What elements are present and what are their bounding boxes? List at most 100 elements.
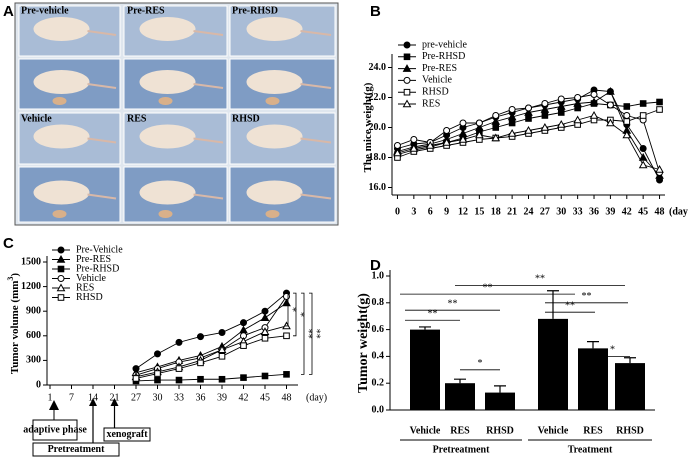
data-point bbox=[260, 327, 270, 335]
data-point bbox=[540, 122, 550, 131]
data-point bbox=[525, 104, 532, 112]
data-point bbox=[175, 365, 183, 372]
panel-letter: B bbox=[370, 3, 381, 20]
legend-label: Vehicle bbox=[422, 75, 453, 86]
significance-label: ** bbox=[448, 298, 458, 309]
data-point bbox=[557, 95, 565, 103]
data-point bbox=[491, 133, 501, 142]
panel-letter: D bbox=[370, 257, 381, 274]
data-point bbox=[508, 119, 516, 127]
y-axis-title-part: ) bbox=[9, 273, 21, 277]
significance-label: ** bbox=[303, 329, 314, 339]
data-point bbox=[132, 375, 140, 382]
tail bbox=[87, 193, 117, 200]
data-point bbox=[154, 376, 161, 384]
y-axis-title-part: Tumor weight(g) bbox=[356, 293, 371, 393]
data-point bbox=[197, 333, 204, 341]
timeline-arrow bbox=[49, 400, 59, 410]
x-tick-label: 33 bbox=[573, 206, 583, 217]
significance-label: ** bbox=[311, 329, 322, 339]
significance-label: ** bbox=[565, 300, 575, 311]
data-point bbox=[475, 122, 484, 131]
error-bar bbox=[624, 357, 636, 364]
x-tick-label: 39 bbox=[217, 392, 227, 403]
x-tick-label: 45 bbox=[638, 206, 648, 217]
data-point bbox=[393, 142, 401, 149]
data-point bbox=[240, 342, 247, 349]
data-point bbox=[409, 143, 419, 152]
timeline-arrowhead bbox=[110, 398, 119, 406]
mouse bbox=[33, 17, 90, 41]
data-point bbox=[154, 350, 161, 358]
y-axis-title: Tumor volume (mm3) bbox=[6, 273, 21, 375]
timeline-label: xenograft bbox=[106, 429, 148, 440]
y-tick-label: 0.2 bbox=[372, 377, 385, 388]
legend-label: RHSD bbox=[76, 292, 103, 303]
data-point bbox=[540, 104, 550, 113]
data-point bbox=[410, 136, 418, 143]
photo-label: RES bbox=[127, 113, 147, 124]
x-axis-title: (day) bbox=[306, 392, 327, 403]
tumor bbox=[265, 97, 280, 105]
significance-bracket bbox=[301, 292, 305, 375]
y-tick-label: 1.0 bbox=[372, 270, 385, 281]
y-tick-label: 1500 bbox=[21, 256, 41, 267]
x-tick-label: 48 bbox=[655, 206, 665, 217]
y-tick-label: 0 bbox=[36, 379, 41, 390]
photo-label: Pre-RES bbox=[127, 5, 165, 16]
error-bar bbox=[547, 290, 559, 319]
legend-marker bbox=[403, 53, 411, 61]
data-point bbox=[197, 375, 204, 383]
x-tick-label: RES bbox=[450, 425, 470, 436]
legend-label: Pre-RES bbox=[422, 63, 457, 74]
x-tick-label: Vehicle bbox=[538, 425, 569, 436]
data-point bbox=[524, 125, 533, 134]
series-line bbox=[135, 373, 287, 382]
x-tick-label: 18 bbox=[491, 206, 501, 217]
data-point bbox=[261, 372, 269, 380]
error-bar bbox=[419, 326, 431, 330]
bar bbox=[445, 383, 475, 410]
legend-marker bbox=[402, 64, 412, 72]
error-bar bbox=[494, 385, 506, 393]
mouse bbox=[33, 70, 90, 94]
x-tick-label: 3 bbox=[411, 206, 416, 217]
timeline-box bbox=[32, 419, 78, 441]
data-point bbox=[541, 112, 549, 119]
significance-label: ** bbox=[535, 274, 545, 285]
data-point bbox=[573, 98, 582, 107]
y-tick-label: 1200 bbox=[21, 281, 41, 292]
data-point bbox=[442, 137, 451, 146]
mouse bbox=[246, 17, 303, 41]
tumor bbox=[158, 210, 173, 218]
significance-label: * bbox=[478, 358, 483, 369]
data-point bbox=[239, 325, 248, 334]
data-point bbox=[589, 97, 599, 106]
data-point bbox=[556, 101, 566, 110]
data-point bbox=[175, 338, 183, 346]
tail bbox=[193, 30, 224, 36]
data-point bbox=[656, 98, 663, 106]
panel-letter: C bbox=[3, 235, 14, 252]
x-axis-title: (day) bbox=[669, 206, 688, 217]
y-tick-label: 300 bbox=[26, 355, 41, 366]
timeline-label: Pretreatment bbox=[48, 444, 105, 455]
data-point bbox=[639, 100, 647, 107]
data-point bbox=[283, 332, 290, 340]
legend-label: pre-vehicle bbox=[422, 39, 468, 50]
data-point bbox=[507, 128, 517, 137]
significance-label: ** bbox=[428, 309, 438, 320]
y-axis-title-part: Tumor volume (mm bbox=[9, 281, 21, 375]
data-point bbox=[240, 374, 247, 381]
legend-marker bbox=[57, 265, 65, 273]
y-axis-title: Tumor weight(g) bbox=[356, 293, 371, 393]
significance-label: * bbox=[610, 345, 615, 356]
bar bbox=[578, 348, 608, 410]
x-tick-label: 36 bbox=[196, 392, 206, 403]
tail bbox=[300, 193, 332, 200]
y-tick-label: 24.0 bbox=[369, 62, 387, 73]
tail bbox=[87, 137, 117, 144]
data-point bbox=[606, 86, 615, 95]
significance-label: * bbox=[295, 312, 306, 317]
y-tick-label: 900 bbox=[26, 305, 41, 316]
